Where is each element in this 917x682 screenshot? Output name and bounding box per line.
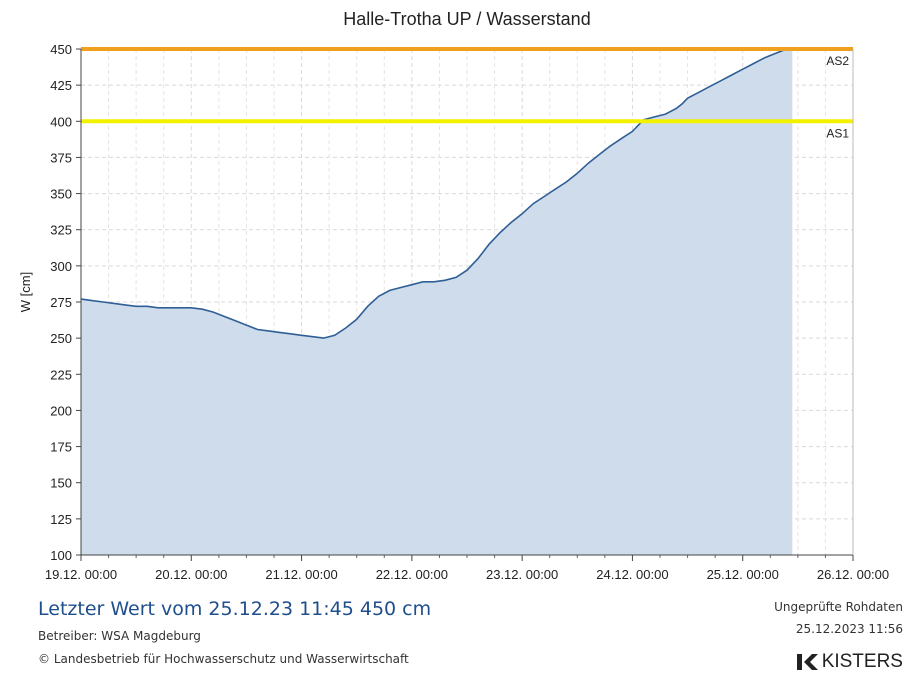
last-value-text: Letzter Wert vom 25.12.23 11:45 450 cm — [38, 598, 432, 620]
timestamp-text: 25.12.2023 11:56 — [795, 622, 903, 636]
y-tick-label: 425 — [50, 78, 72, 93]
y-tick-label: 225 — [50, 367, 72, 382]
x-tick-label: 20.12. 00:00 — [155, 567, 227, 582]
x-tick-label: 19.12. 00:00 — [45, 567, 117, 582]
y-tick-label: 175 — [50, 440, 72, 455]
y-tick-label: 275 — [50, 295, 72, 310]
y-axis-label: W [cm] — [18, 272, 33, 312]
y-tick-label: 375 — [50, 150, 72, 165]
y-tick-label: 150 — [50, 476, 72, 491]
copyright-text: © Landesbetrieb für Hochwasserschutz und… — [38, 652, 409, 666]
kisters-logo: KISTERS — [796, 651, 903, 673]
y-tick-label: 100 — [50, 548, 72, 563]
x-tick-label: 22.12. 00:00 — [376, 567, 448, 582]
x-tick-label: 26.12. 00:00 — [817, 567, 889, 582]
threshold-label-as2: AS2 — [826, 54, 849, 68]
water-level-chart: Halle-Trotha UP / Wasserstand 100 125 150 17… — [18, 9, 889, 582]
operator-text: Betreiber: WSA Magdeburg — [38, 629, 201, 643]
y-tick-label: 300 — [50, 259, 72, 274]
x-tick-label: 25.12. 00:00 — [707, 567, 779, 582]
water-level-line — [80, 48, 793, 339]
kisters-logo-text: KISTERS — [821, 651, 903, 672]
water-level-area — [81, 49, 793, 555]
y-tick-label: 200 — [50, 403, 72, 418]
y-tick-label: 350 — [50, 187, 72, 202]
x-tick-label: 21.12. 00:00 — [265, 567, 337, 582]
x-tick-label: 24.12. 00:00 — [596, 567, 668, 582]
kisters-k-icon — [796, 654, 818, 670]
threshold-label-as1: AS1 — [826, 126, 849, 140]
y-tick-label: 450 — [50, 42, 72, 57]
y-tick-label: 250 — [50, 331, 72, 346]
y-tick-label: 325 — [50, 223, 72, 238]
data-status-text: Ungeprüfte Rohdaten — [774, 600, 903, 614]
x-tick-label: 23.12. 00:00 — [486, 567, 558, 582]
chart-title: Halle-Trotha UP / Wasserstand — [343, 9, 590, 29]
y-tick-label: 125 — [50, 512, 72, 527]
y-tick-label: 400 — [50, 114, 72, 129]
